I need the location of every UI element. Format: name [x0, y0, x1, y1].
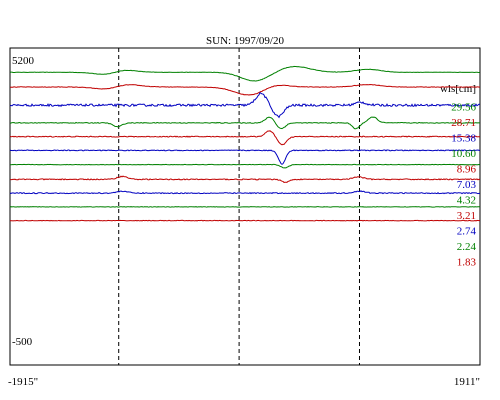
series-line-11 [10, 219, 481, 222]
series-line-9 [9, 190, 480, 195]
legend: 29.56 28.71 15.38 10.60 8.96 7.03 4.32 3.21 2.74… [451, 102, 476, 269]
series-line-3 [9, 91, 480, 119]
x-range-left-label: -1915" [8, 376, 38, 388]
x-range-right-label: 1911" [454, 376, 480, 388]
legend-entry-11: 1.83 [457, 257, 477, 269]
legend-entry-7: 4.32 [457, 195, 476, 207]
series-line-5 [9, 130, 481, 146]
series-line-1 [9, 65, 481, 82]
series-traces [9, 65, 481, 222]
legend-entry-1: 29.56 [451, 102, 476, 114]
series-line-10 [9, 206, 481, 208]
chart-title: SUN: 1997/09/20 [206, 35, 284, 47]
series-line-6 [9, 149, 481, 165]
legend-entry-8: 3.21 [457, 210, 476, 222]
legend-entry-5: 8.96 [457, 164, 477, 176]
legend-entry-2: 28.71 [451, 117, 476, 129]
legend-entry-4: 10.60 [451, 148, 476, 160]
y-tick-label-bottom: -500 [12, 336, 33, 348]
vertical-markers [118, 48, 360, 365]
series-line-4 [10, 116, 480, 130]
legend-entry-10: 2.24 [457, 241, 477, 253]
y-tick-label-top: 5200 [12, 55, 35, 67]
series-line-8 [10, 175, 481, 183]
legend-title: wls[cm] [440, 83, 476, 95]
legend-entry-3: 15.38 [451, 133, 476, 145]
series-line-2 [9, 83, 481, 96]
legend-entry-9: 2.74 [457, 226, 477, 238]
legend-entry-6: 7.03 [457, 179, 477, 191]
series-line-7 [9, 163, 481, 169]
